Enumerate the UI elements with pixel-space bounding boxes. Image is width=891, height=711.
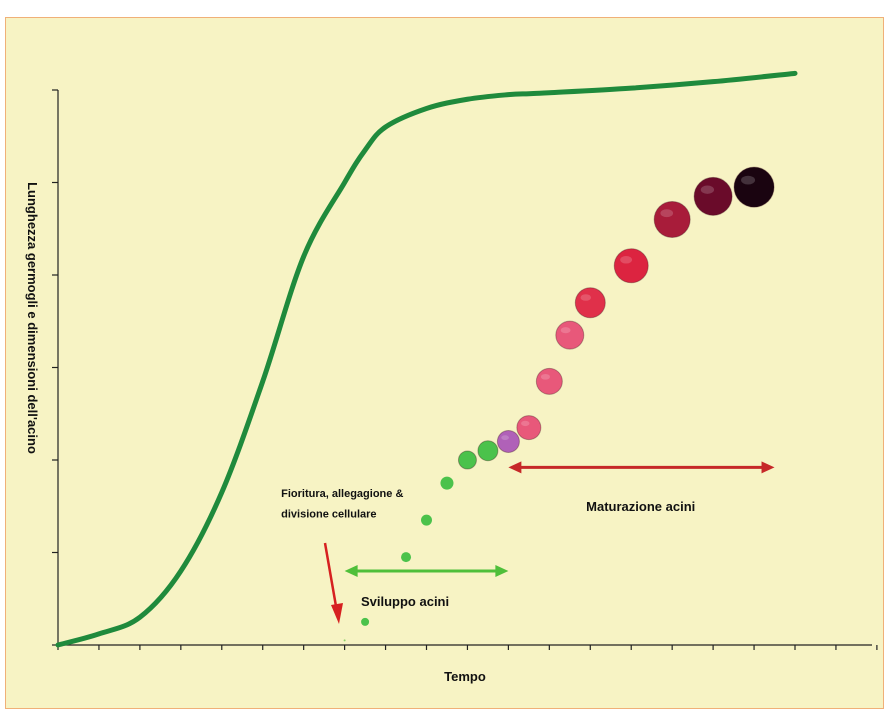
arrow-head-left [508, 461, 522, 474]
phase-arrows [323, 461, 775, 624]
berry-marker [733, 166, 775, 208]
flowering-pointer-arrow [323, 542, 343, 624]
annotations: Fioritura, allegagione & divisione cellul… [281, 488, 695, 609]
arrow-head-left [344, 565, 358, 577]
berry-marker [653, 201, 691, 238]
berry-highlight [521, 420, 530, 427]
berry-highlight [741, 175, 756, 185]
phase-arrow-maturazione [508, 461, 775, 474]
berry-marker [401, 552, 412, 563]
berry-highlight [700, 185, 715, 194]
arrow-head-right [495, 565, 509, 577]
berry-marker [457, 450, 477, 470]
berry-highlight [660, 209, 674, 218]
berry-highlight [540, 373, 550, 380]
pointer-head [331, 603, 343, 624]
shoot-growth-curve [55, 70, 798, 648]
berry-marker [535, 367, 563, 395]
pointer-shaft [323, 542, 339, 613]
berry-marker [574, 287, 606, 319]
berry-marker [613, 248, 649, 284]
annotation-text: divisione cellulare [281, 508, 376, 520]
chart-frame [5, 17, 884, 709]
axes [52, 89, 878, 650]
berry-marker [440, 476, 454, 490]
berry-marker [516, 415, 542, 441]
x-axis-label: Tempo [444, 669, 486, 684]
berry-marker [555, 320, 585, 350]
berry-markers [343, 166, 775, 642]
annotation-text: Maturazione acini [586, 499, 695, 514]
berry-highlight [620, 256, 633, 264]
berry-marker [693, 176, 733, 216]
berry-highlight [560, 327, 571, 334]
berry-marker [477, 440, 499, 462]
berry-marker [343, 639, 346, 642]
berry-marker [421, 514, 432, 526]
phase-arrow-sviluppo [344, 565, 509, 577]
berry-highlight [580, 294, 592, 301]
berry-marker [496, 430, 520, 453]
annotation-text: Fioritura, allegagione & [281, 488, 403, 500]
annotation-text: Sviluppo acini [361, 594, 449, 609]
berry-marker [361, 617, 370, 626]
y-axis-label: Lunghezza germogli e dimensioni dell'aci… [25, 182, 40, 454]
berry-highlight [501, 435, 509, 441]
arrow-head-right [761, 461, 775, 474]
